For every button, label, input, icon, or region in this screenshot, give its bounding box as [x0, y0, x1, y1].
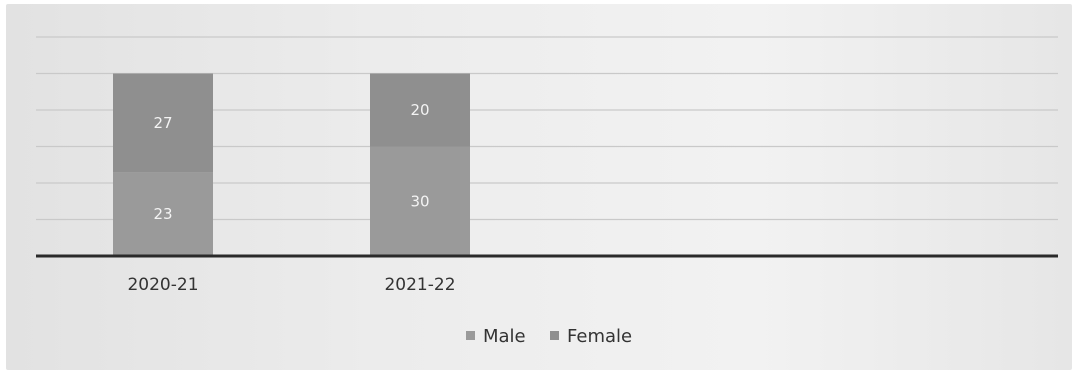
bar-male-2021-22 [370, 146, 470, 256]
category-label: 2020-21 [127, 275, 198, 295]
legend-label-female: Female [567, 326, 632, 347]
data-label: 30 [410, 192, 429, 210]
data-label: 23 [153, 205, 172, 223]
data-label: 20 [410, 101, 429, 119]
bars [113, 73, 470, 256]
category-labels: 2020-21 2021-22 [127, 275, 455, 295]
legend-swatch-female [550, 331, 559, 340]
category-label: 2021-22 [384, 275, 455, 295]
bar-female-2021-22 [370, 73, 470, 147]
bar-female-2020-21 [113, 73, 213, 173]
data-label: 27 [153, 114, 172, 132]
legend: Male Female [466, 326, 632, 347]
bar-male-2020-21 [113, 172, 213, 256]
legend-label-male: Male [483, 326, 526, 347]
legend-swatch-male [466, 331, 475, 340]
data-labels: 23 27 30 20 [153, 101, 429, 223]
